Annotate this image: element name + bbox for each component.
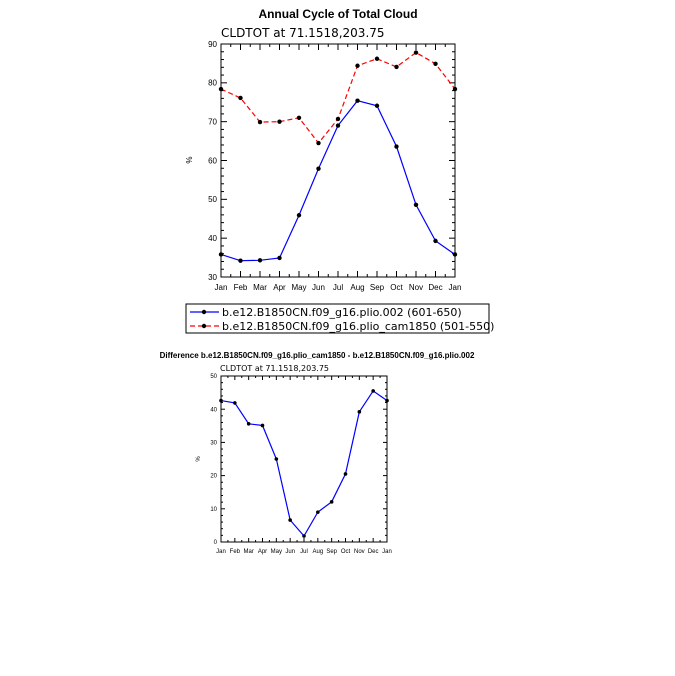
y-tick-label: 30 xyxy=(208,273,217,282)
x-tick-label: Feb xyxy=(230,549,241,555)
x-tick-label: Oct xyxy=(390,283,403,292)
x-tick-label: Aug xyxy=(312,549,323,555)
y-tick-label: 10 xyxy=(210,507,217,513)
series-point xyxy=(452,252,458,257)
series-point xyxy=(260,423,265,428)
series-point xyxy=(246,422,251,426)
plot-area: 30 40 50 60 70 80 90 Jan Feb Mar Apr May Jun Jul Aug Se… xyxy=(208,40,461,292)
chart-title: Difference b.e12.B1850CN.f09_g16.plio_ca… xyxy=(160,351,475,360)
x-tick-label: Sep xyxy=(370,283,385,292)
x-tick-label: Jul xyxy=(333,283,343,292)
x-tick-label: Jan xyxy=(382,549,392,555)
x-tick-label: Jan xyxy=(449,283,462,292)
series-point xyxy=(394,144,399,149)
series-point xyxy=(277,255,282,261)
series-point xyxy=(238,258,243,263)
x-tick-label: Nov xyxy=(354,549,365,555)
x-tick-label: Dec xyxy=(368,549,379,555)
x-tick-label: Mar xyxy=(243,549,253,555)
series-point xyxy=(218,252,224,257)
series-point xyxy=(433,61,438,67)
series-point xyxy=(335,116,341,122)
x-tick-label: Oct xyxy=(341,549,351,555)
series-point xyxy=(274,457,279,461)
y-tick-label: 20 xyxy=(210,474,217,480)
series-point xyxy=(302,534,306,538)
series-point xyxy=(296,213,302,218)
x-tick-label: Sep xyxy=(326,549,337,555)
series-point xyxy=(413,50,419,55)
y-axis-label: % xyxy=(196,456,202,462)
series-point xyxy=(277,119,282,124)
series-point xyxy=(394,64,399,70)
y-tick-label: 30 xyxy=(210,441,217,447)
plot-frame xyxy=(220,375,388,543)
series-point xyxy=(316,140,321,146)
y-axis-label: % xyxy=(185,156,194,163)
series-line-1 xyxy=(220,51,456,144)
legend: b.e12.B1850CN.f09_g16.plio.002 (601-650)… xyxy=(185,303,494,334)
x-tick-label: Apr xyxy=(273,283,286,292)
x-tick-label: Jun xyxy=(312,283,325,292)
series-point xyxy=(316,166,321,171)
x-tick-label: Nov xyxy=(409,283,423,292)
difference-chart: Difference b.e12.B1850CN.f09_g16.plio_ca… xyxy=(160,351,475,555)
y-tick-label: 50 xyxy=(210,374,217,380)
y-tick-label: 0 xyxy=(214,540,218,546)
y-tick-label: 50 xyxy=(208,195,217,204)
x-tick-label: Apr xyxy=(258,549,267,555)
series-point xyxy=(385,398,389,403)
legend-box xyxy=(185,303,490,334)
x-tick-label: Jun xyxy=(285,549,295,555)
series-point xyxy=(233,401,237,405)
series-point xyxy=(413,202,419,207)
x-tick-label: Feb xyxy=(234,283,248,292)
x-tick-label: Jan xyxy=(215,283,228,292)
chart-subtitle: CLDTOT at 71.1518,203.75 xyxy=(220,364,329,373)
plot-area: 0 10 20 30 40 50 Jan Feb Mar Apr May Jun Jul Aug Sep Oc… xyxy=(210,374,392,555)
y-tick-label: 60 xyxy=(208,156,217,165)
x-tick-label: Aug xyxy=(350,283,364,292)
series-point xyxy=(335,123,341,128)
series-point xyxy=(296,115,302,120)
series-point xyxy=(316,510,320,514)
series-point xyxy=(452,86,458,92)
annual-cycle-chart: Annual Cycle of Total Cloud CLDTOT at 71… xyxy=(185,7,494,334)
series-point xyxy=(374,56,380,61)
series-point xyxy=(371,389,375,393)
legend-label: b.e12.B1850CN.f09_g16.plio.002 (601-650) xyxy=(222,306,462,319)
y-tick-label: 40 xyxy=(210,407,217,413)
series-point xyxy=(218,86,224,92)
y-tick-label: 70 xyxy=(208,117,217,126)
x-tick-label: May xyxy=(291,283,306,292)
series-point xyxy=(357,410,362,414)
series-point xyxy=(355,63,360,68)
series-point xyxy=(355,98,360,103)
chart-title: Annual Cycle of Total Cloud xyxy=(258,7,417,21)
series-point xyxy=(257,119,263,125)
series-point xyxy=(257,258,263,263)
plot-frame xyxy=(220,43,456,278)
x-tick-label: Jul xyxy=(300,549,308,555)
series-line-0 xyxy=(220,390,388,538)
series-point xyxy=(238,95,243,101)
x-tick-label: Mar xyxy=(253,283,267,292)
chart-subtitle: CLDTOT at 71.1518,203.75 xyxy=(221,26,385,40)
series-point xyxy=(374,103,380,108)
x-tick-label: Jan xyxy=(216,549,226,555)
series-point xyxy=(433,238,438,244)
x-tick-label: May xyxy=(271,549,282,555)
y-tick-label: 90 xyxy=(208,40,217,49)
y-tick-label: 80 xyxy=(208,79,217,88)
legend-marker xyxy=(201,323,207,329)
series-point xyxy=(219,398,223,403)
legend-marker xyxy=(201,309,207,315)
y-tick-label: 40 xyxy=(208,234,217,243)
series-point xyxy=(288,518,292,522)
legend-label: b.e12.B1850CN.f09_g16.plio_cam1850 (501-… xyxy=(222,320,494,333)
series-point xyxy=(343,472,348,476)
x-tick-label: Dec xyxy=(428,283,442,292)
series-point xyxy=(329,500,334,504)
